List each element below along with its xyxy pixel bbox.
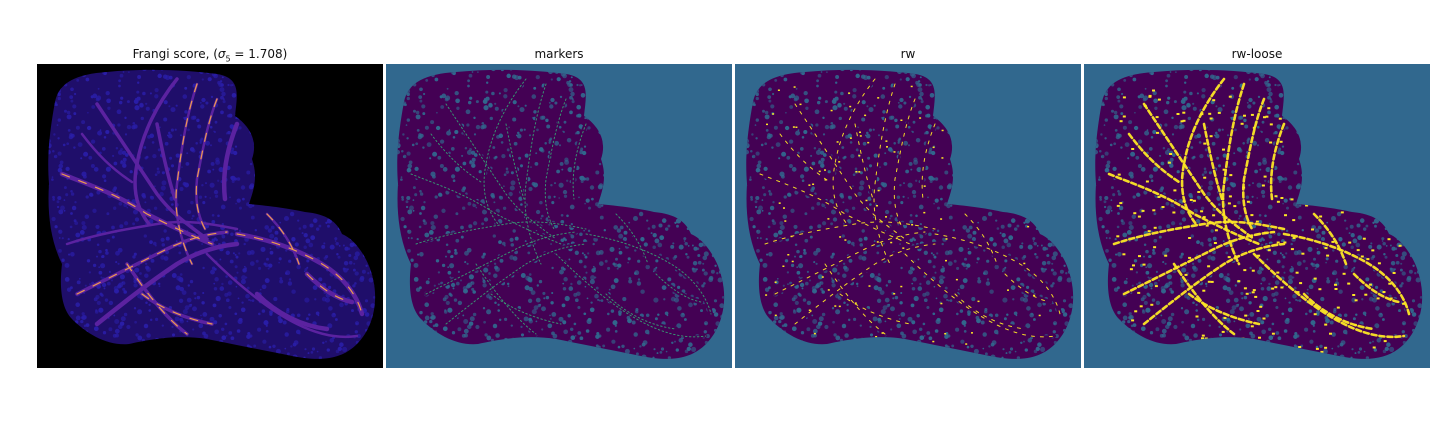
vessel-network bbox=[1106, 77, 1412, 355]
frangi-score-image bbox=[37, 64, 383, 368]
rw-image bbox=[735, 64, 1081, 368]
tissue-region bbox=[48, 69, 376, 359]
panel-title-markers: markers bbox=[534, 47, 584, 61]
panel-title-rw-loose: rw-loose bbox=[1231, 47, 1283, 61]
sigma-subscript: 5 bbox=[225, 54, 231, 64]
title-prefix: Frangi score, ( bbox=[132, 47, 218, 61]
panel-title-rw: rw bbox=[900, 47, 916, 61]
markers-image bbox=[386, 64, 732, 368]
vessel-network bbox=[757, 77, 1063, 350]
rw-loose-image bbox=[1084, 64, 1430, 368]
panel-title-frangi: Frangi score, (σ5 = 1.708) bbox=[37, 46, 383, 67]
title-suffix: = 1.708) bbox=[230, 47, 288, 61]
tissue-region bbox=[746, 69, 1074, 359]
sigma-symbol: σ bbox=[217, 47, 226, 61]
vessel-network bbox=[408, 77, 714, 339]
vessel-network bbox=[59, 77, 365, 339]
tissue-region bbox=[397, 69, 725, 359]
tissue-region bbox=[1095, 69, 1423, 359]
